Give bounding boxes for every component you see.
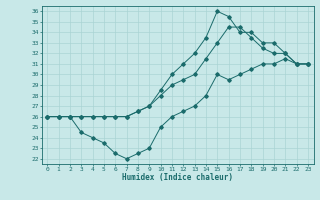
X-axis label: Humidex (Indice chaleur): Humidex (Indice chaleur) <box>122 173 233 182</box>
